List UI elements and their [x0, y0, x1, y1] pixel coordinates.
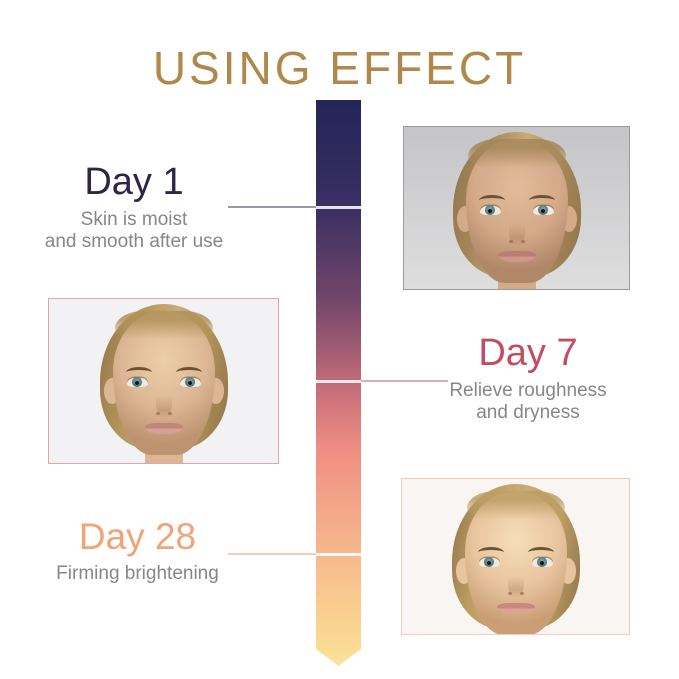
- lips: [496, 603, 535, 614]
- hairline: [114, 311, 213, 341]
- right-eye: [531, 558, 553, 567]
- nose: [508, 214, 525, 246]
- stage-day1-label: Day 1: [84, 161, 184, 203]
- timeline-gradient-arrow: [316, 100, 361, 666]
- right-eye: [179, 378, 201, 387]
- photo-day1-woman-face: [403, 126, 630, 290]
- woman-face-illustration: [89, 304, 239, 463]
- left-eye: [478, 558, 500, 567]
- right-eyebrow: [528, 195, 555, 206]
- right-eyebrow: [527, 547, 554, 558]
- woman-face-illustration: [441, 484, 591, 634]
- nose: [507, 566, 524, 598]
- arrow-segment-divider-day1: [316, 206, 361, 209]
- lips: [497, 251, 536, 262]
- arrow-segment-divider-day28: [316, 553, 361, 556]
- hairline: [467, 139, 566, 169]
- stage-day28-label: Day 28: [78, 516, 197, 557]
- left-eye: [126, 378, 148, 387]
- connector-line-day1: [228, 206, 316, 208]
- photo-day7-woman-face: [48, 298, 279, 464]
- stage-day7-description: Relieve roughness and dryness: [449, 380, 607, 424]
- lips: [144, 423, 183, 434]
- left-eye: [479, 206, 501, 215]
- right-eye: [532, 206, 554, 215]
- right-eyebrow: [175, 367, 202, 378]
- stage-day7-label: Day 7: [478, 332, 578, 374]
- page-title: USING EFFECT: [152, 41, 527, 94]
- left-eyebrow: [478, 195, 505, 206]
- nose: [155, 386, 172, 418]
- left-eyebrow: [125, 367, 152, 378]
- photo-day28-woman-face: [401, 478, 630, 635]
- left-eyebrow: [477, 547, 504, 558]
- stage-day28-description: Firming brightening: [56, 563, 219, 584]
- connector-line-day28: [228, 553, 316, 555]
- arrow-segment-divider-day7: [316, 380, 361, 383]
- stage-day1-description: Skin is moist and smooth after use: [44, 209, 224, 253]
- hairline: [466, 491, 565, 521]
- stage-day28: Day 28 Firming brightening: [35, 518, 240, 585]
- stage-day1: Day 1 Skin is moist and smooth after use: [34, 163, 234, 254]
- woman-face-illustration: [442, 132, 592, 289]
- connector-line-day7: [361, 380, 448, 382]
- stage-day7: Day 7 Relieve roughness and dryness: [422, 334, 634, 425]
